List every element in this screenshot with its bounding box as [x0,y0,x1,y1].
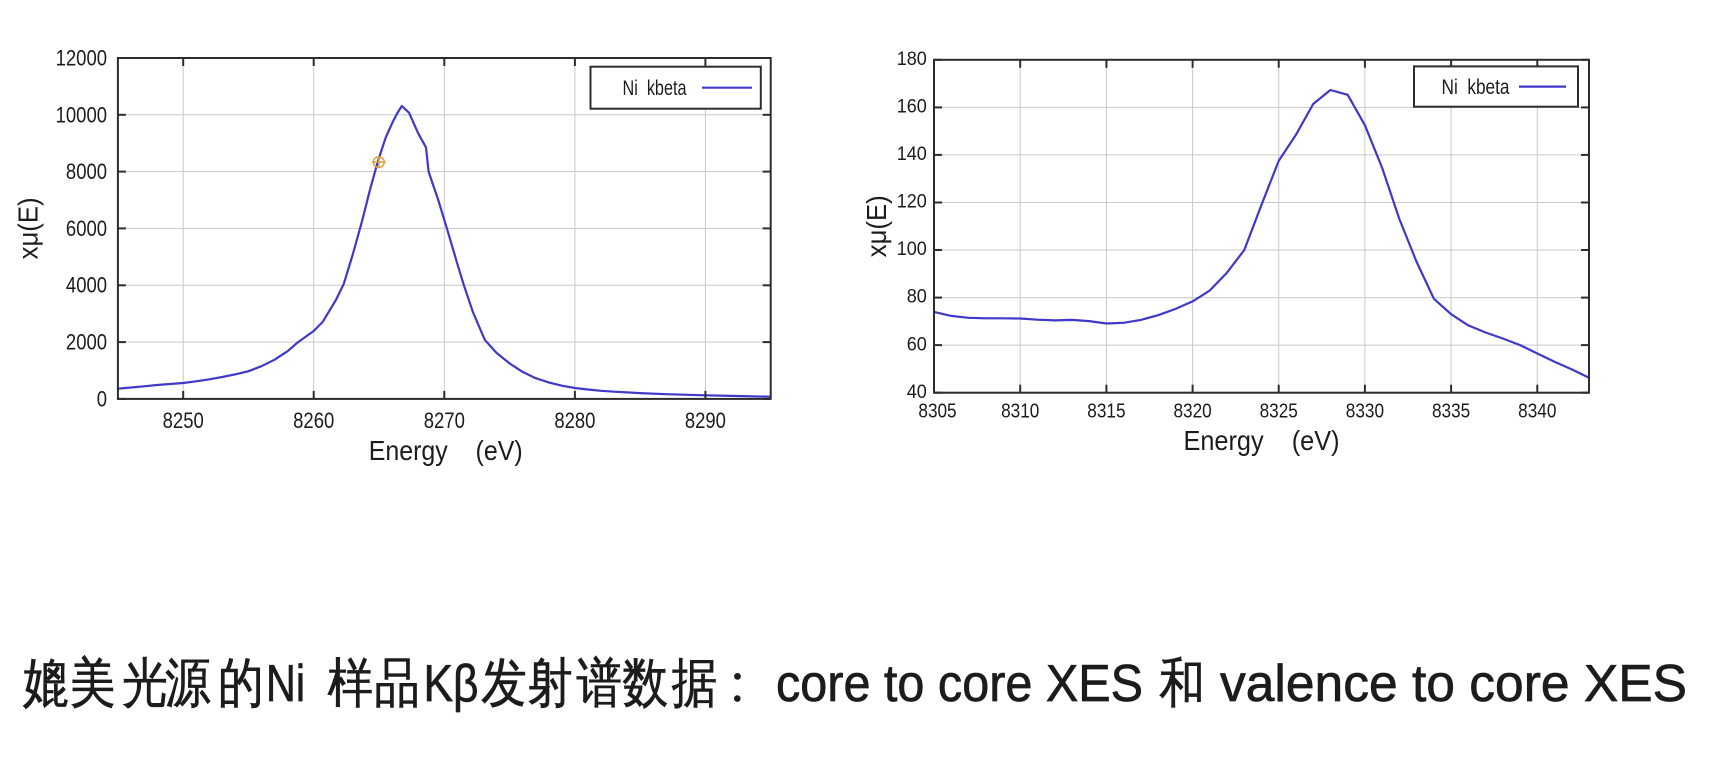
svg-text:xμ(E): xμ(E) [13,197,44,259]
svg-text:Kβ: Kβ [424,655,479,713]
svg-text:4000: 4000 [66,274,107,298]
svg-text:8340: 8340 [1518,399,1556,422]
svg-text:8280: 8280 [554,410,595,434]
svg-text:160: 160 [897,95,927,117]
svg-text:xμ(E): xμ(E) [861,195,892,257]
svg-text:60: 60 [907,333,927,355]
svg-text:8325: 8325 [1260,399,1298,422]
svg-text:2000: 2000 [66,331,107,355]
svg-text:8310: 8310 [1001,399,1039,422]
svg-text:8320: 8320 [1173,399,1211,422]
svg-text:8315: 8315 [1087,399,1125,422]
svg-text:Ni kbeta: Ni kbeta [1442,76,1510,99]
svg-text:180: 180 [897,47,927,69]
svg-text:6000: 6000 [66,217,107,241]
svg-text:Energy (eV): Energy (eV) [1184,425,1340,456]
svg-text:100: 100 [897,238,927,260]
svg-text:8305: 8305 [918,399,956,422]
svg-text:80: 80 [907,285,927,307]
svg-text:8260: 8260 [293,410,334,434]
svg-text:8000: 8000 [66,161,107,185]
svg-text:40: 40 [907,380,927,402]
svg-text:8330: 8330 [1346,399,1384,422]
svg-text:Ni: Ni [266,655,305,713]
svg-text:12000: 12000 [56,47,107,71]
svg-text:120: 120 [897,190,927,212]
svg-text:8335: 8335 [1432,399,1470,422]
svg-text:Energy (eV): Energy (eV) [369,435,523,466]
svg-text:valence to core XES: valence to core XES [1220,655,1687,713]
svg-text:140: 140 [897,143,927,165]
svg-text:10000: 10000 [56,104,107,128]
svg-text:8270: 8270 [424,410,465,434]
svg-text:8250: 8250 [163,410,204,434]
svg-text:0: 0 [97,388,107,412]
svg-text:Ni kbeta: Ni kbeta [623,77,687,100]
svg-text:core to core XES: core to core XES [776,655,1143,713]
svg-text:8290: 8290 [685,410,726,434]
